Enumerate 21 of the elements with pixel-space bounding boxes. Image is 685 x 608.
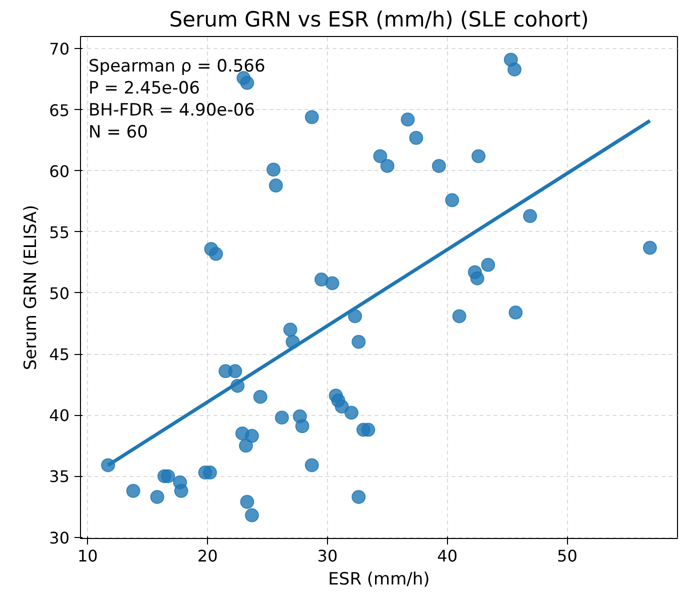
x-tick-label: 10: [78, 546, 98, 566]
annotation: Spearman ρ = 0.566: [88, 56, 266, 76]
annotation: N = 60: [88, 122, 148, 142]
y-tick-label: 45: [49, 345, 70, 364]
y-tick-label: 65: [49, 100, 70, 120]
y-tick-label: 40: [49, 406, 70, 426]
x-tick-label: 30: [317, 546, 338, 566]
y-tick-label: 35: [49, 467, 70, 486]
x-tick-label: 40: [437, 546, 458, 566]
y-tick-label: 50: [49, 284, 70, 303]
y-tick-label: 55: [49, 222, 70, 242]
y-tick-label: 30: [49, 528, 70, 548]
y-tick-label: 60: [49, 162, 70, 181]
x-tick-label: 50: [557, 546, 578, 566]
annotation: P = 2.45e-06: [88, 78, 200, 98]
y-tick-label: 70: [49, 40, 70, 59]
chart-title: Serum GRN vs ESR (mm/h) (SLE cohort): [169, 8, 589, 32]
x-tick-label: 20: [197, 546, 218, 566]
y-axis-title: Serum GRN (ELISA): [21, 204, 42, 370]
x-axis-title: ESR (mm/h): [328, 570, 430, 590]
annotation: BH-FDR = 4.90e-06: [88, 100, 255, 120]
